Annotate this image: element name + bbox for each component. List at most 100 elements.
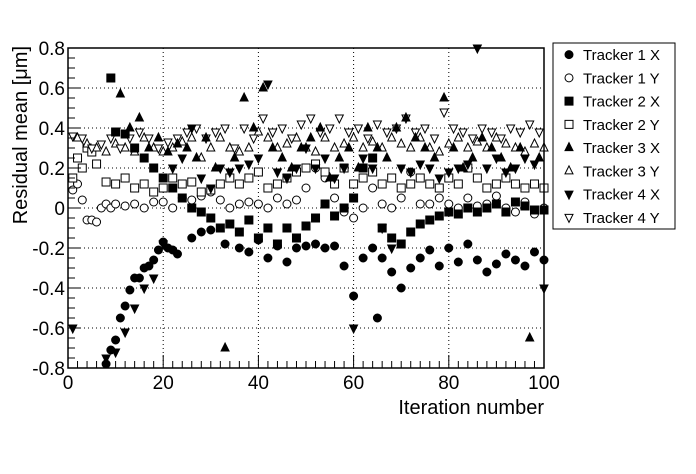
point-tracker-2-x bbox=[301, 221, 311, 231]
legend-label: Tracker 4 X bbox=[583, 187, 660, 204]
point-tracker-1-y bbox=[92, 217, 102, 227]
point-tracker-4-x bbox=[310, 164, 321, 175]
point-tracker-2-y bbox=[149, 187, 159, 197]
point-tracker-2-x bbox=[149, 163, 159, 173]
point-tracker-3-y bbox=[320, 131, 330, 142]
point-tracker-1-x bbox=[330, 241, 340, 251]
point-tracker-3-y bbox=[405, 141, 416, 152]
point-tracker-4-x bbox=[215, 164, 226, 175]
point-tracker-2-x bbox=[272, 239, 282, 249]
point-tracker-4-x bbox=[463, 160, 473, 171]
point-tracker-1-x bbox=[444, 243, 454, 253]
point-tracker-1-x bbox=[115, 313, 125, 323]
point-tracker-1-y bbox=[425, 199, 435, 209]
x-tick-labels: 0 20 40 60 80 100 bbox=[63, 373, 560, 394]
point-tracker-4-y bbox=[277, 124, 288, 135]
point-tracker-1-x bbox=[149, 255, 159, 265]
y-tick-label: 0 bbox=[54, 199, 65, 220]
point-tracker-3-x bbox=[372, 141, 383, 152]
point-tracker-4-y bbox=[267, 128, 278, 139]
point-tracker-4-x bbox=[520, 154, 530, 165]
legend: Tracker 1 X Tracker 1 Y Tracker 2 X Tracker… bbox=[552, 42, 676, 230]
grid-lines bbox=[68, 48, 544, 368]
point-tracker-3-x bbox=[410, 131, 421, 142]
point-tracker-2-y bbox=[253, 167, 263, 177]
point-tracker-3-x bbox=[305, 131, 316, 142]
point-tracker-4-y bbox=[305, 114, 316, 125]
point-tracker-2-x bbox=[406, 227, 416, 237]
y-axis-title: Residual mean [μm] bbox=[10, 46, 32, 224]
point-tracker-2-x bbox=[215, 223, 225, 233]
point-tracker-4-x bbox=[196, 174, 207, 185]
point-tracker-1-y bbox=[387, 203, 397, 213]
x-tick-label: 60 bbox=[343, 373, 364, 394]
point-tracker-1-x bbox=[510, 255, 520, 265]
point-tracker-1-x bbox=[387, 267, 397, 277]
point-tracker-1-x bbox=[453, 257, 463, 267]
point-tracker-2-y bbox=[425, 179, 435, 189]
point-tracker-3-y bbox=[434, 145, 445, 156]
point-tracker-2-y bbox=[320, 167, 330, 177]
point-tracker-4-x bbox=[482, 164, 492, 175]
point-tracker-4-y bbox=[96, 140, 107, 151]
point-tracker-3-x bbox=[115, 87, 126, 98]
point-tracker-4-y bbox=[353, 124, 364, 135]
point-tracker-4-y bbox=[448, 124, 459, 135]
point-tracker-1-y bbox=[77, 195, 87, 205]
point-tracker-4-y bbox=[486, 128, 497, 139]
point-tracker-2-y bbox=[120, 173, 130, 183]
point-tracker-1-x bbox=[301, 241, 311, 251]
point-tracker-4-y bbox=[134, 128, 145, 139]
point-tracker-4-x bbox=[405, 168, 416, 179]
point-tracker-1-y bbox=[130, 199, 140, 209]
data-points bbox=[67, 44, 549, 369]
point-tracker-3-x bbox=[248, 121, 259, 132]
point-tracker-3-x bbox=[334, 151, 345, 162]
point-tracker-2-y bbox=[510, 179, 520, 189]
point-tracker-4-x bbox=[291, 164, 302, 175]
point-tracker-1-x bbox=[291, 243, 301, 253]
point-tracker-1-y bbox=[158, 197, 168, 207]
legend-box bbox=[552, 42, 676, 230]
point-tracker-4-y bbox=[258, 114, 268, 125]
legend-marker bbox=[564, 73, 574, 83]
point-tracker-2-x bbox=[339, 203, 349, 213]
axis-ticks bbox=[67, 47, 545, 369]
point-tracker-3-x bbox=[486, 141, 497, 152]
point-tracker-2-y bbox=[415, 173, 425, 183]
legend-label: Tracker 1 Y bbox=[583, 70, 660, 87]
legend-marker bbox=[564, 119, 574, 129]
y-tick-label: 0.4 bbox=[39, 119, 66, 140]
point-tracker-1-y bbox=[111, 199, 121, 209]
point-tracker-4-x bbox=[472, 44, 483, 55]
point-tracker-3-x bbox=[229, 151, 240, 162]
point-tracker-4-y bbox=[382, 128, 392, 139]
point-tracker-3-y bbox=[215, 131, 226, 142]
y-tick-labels: -0.8 -0.6 -0.4 -0.2 0 0.2 0.4 0.6 0.8 bbox=[32, 39, 65, 380]
point-tracker-4-y bbox=[163, 138, 173, 149]
point-tracker-3-y bbox=[234, 145, 245, 156]
legend-marker bbox=[564, 96, 574, 106]
point-tracker-2-x bbox=[311, 213, 321, 223]
point-tracker-2-x bbox=[111, 127, 121, 137]
point-tracker-4-y bbox=[505, 124, 516, 135]
point-tracker-2-y bbox=[482, 183, 492, 193]
point-tracker-1-x bbox=[196, 227, 206, 237]
point-tracker-4-y bbox=[248, 134, 259, 145]
point-tracker-2-y bbox=[168, 173, 178, 183]
point-tracker-4-y bbox=[372, 120, 383, 131]
point-tracker-2-x bbox=[225, 219, 235, 229]
point-tracker-3-y bbox=[186, 131, 197, 142]
point-tracker-1-y bbox=[215, 195, 225, 205]
point-tracker-1-y bbox=[187, 195, 197, 205]
point-tracker-2-x bbox=[139, 153, 149, 163]
point-tracker-2-x bbox=[263, 223, 273, 233]
point-tracker-3-y bbox=[205, 141, 216, 152]
point-tracker-2-x bbox=[158, 173, 168, 183]
point-tracker-3-y bbox=[386, 131, 397, 142]
point-tracker-4-y bbox=[229, 144, 240, 155]
point-tracker-1-y bbox=[368, 183, 378, 193]
point-tracker-4-x bbox=[177, 154, 188, 165]
point-tracker-4-y bbox=[477, 124, 487, 135]
